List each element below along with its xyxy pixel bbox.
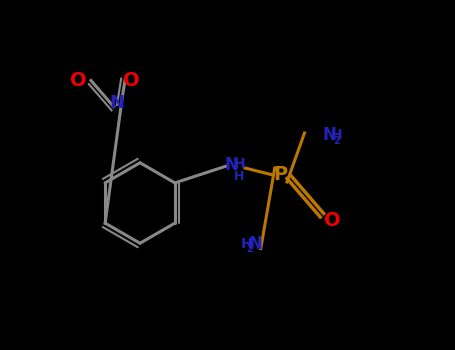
Text: O: O: [71, 71, 87, 90]
Text: H: H: [241, 237, 253, 251]
Text: H: H: [234, 170, 244, 183]
Text: H: H: [234, 158, 246, 172]
Text: 2: 2: [246, 244, 253, 253]
Text: O: O: [324, 211, 341, 230]
Text: 2: 2: [334, 136, 340, 146]
Text: P: P: [273, 166, 287, 184]
Text: N: N: [322, 126, 336, 144]
Text: N: N: [248, 235, 263, 253]
Text: O: O: [123, 71, 140, 90]
Text: N: N: [110, 94, 125, 112]
Text: N: N: [224, 155, 238, 174]
Text: H: H: [331, 128, 342, 142]
